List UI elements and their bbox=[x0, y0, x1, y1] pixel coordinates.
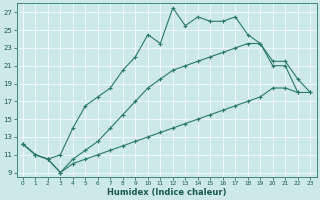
X-axis label: Humidex (Indice chaleur): Humidex (Indice chaleur) bbox=[107, 188, 226, 197]
